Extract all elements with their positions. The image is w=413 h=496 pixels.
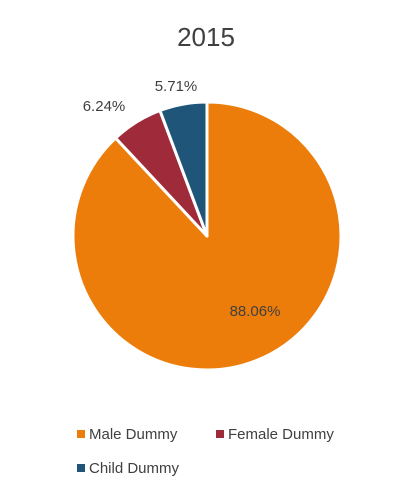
legend-label-child-dummy: Child Dummy bbox=[89, 460, 180, 477]
data-label-female-dummy: 6.24% bbox=[83, 98, 126, 115]
pie-slice-child-dummy bbox=[158, 100, 209, 238]
legend-swatch-child-dummy bbox=[77, 464, 85, 472]
legend-item-male-dummy: Male Dummy bbox=[77, 426, 178, 443]
legend-item-child-dummy: Child Dummy bbox=[77, 460, 180, 477]
legend-label-male-dummy: Male Dummy bbox=[89, 426, 178, 443]
legend-label-female-dummy: Female Dummy bbox=[228, 426, 334, 443]
legend-swatch-female-dummy bbox=[216, 430, 224, 438]
legend-item-female-dummy: Female Dummy bbox=[216, 426, 334, 443]
data-label-male-dummy: 88.06% bbox=[230, 303, 281, 320]
data-labels: 88.06% 6.24% 5.71% bbox=[83, 78, 281, 320]
data-label-child-dummy: 5.71% bbox=[155, 78, 198, 95]
chart-title: 2015 bbox=[177, 22, 235, 52]
pie-slices bbox=[71, 100, 343, 372]
legend-swatch-male-dummy bbox=[77, 430, 85, 438]
legend: Male Dummy Female Dummy Child Dummy bbox=[77, 426, 334, 477]
